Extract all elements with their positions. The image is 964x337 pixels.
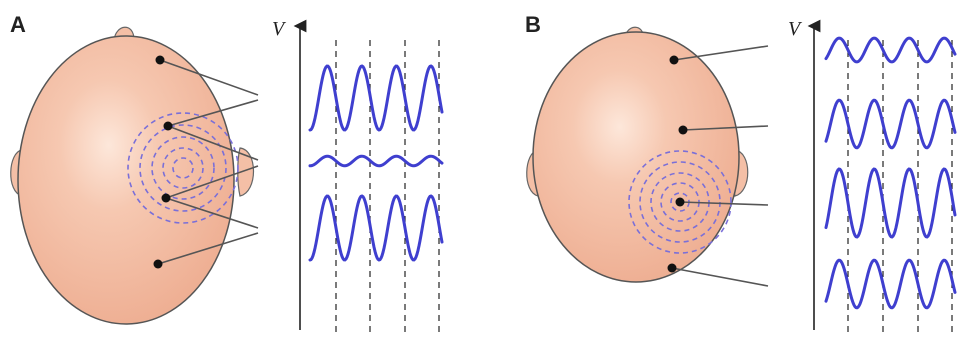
panel-b-traces <box>824 36 957 310</box>
electrode <box>155 55 165 65</box>
voltage-trace-1 <box>308 64 444 132</box>
voltage-trace-3 <box>308 194 444 262</box>
panel-a-letter: A <box>10 12 26 37</box>
dipole-source-rings <box>127 112 239 224</box>
voltage-trace-3 <box>824 167 957 239</box>
voltage-trace-2 <box>824 98 957 150</box>
electrode <box>669 55 679 65</box>
lead-wires <box>157 59 259 265</box>
head-icon <box>17 35 235 325</box>
voltage-trace-1 <box>824 36 957 64</box>
panel-b-letter: B <box>525 12 541 37</box>
voltage-trace-2 <box>308 154 444 168</box>
voltage-trace-4 <box>824 258 957 310</box>
panel-a-y-axis-label: V <box>272 18 285 40</box>
electrode <box>667 263 677 273</box>
panel-a <box>10 19 444 332</box>
electrode <box>161 193 171 203</box>
electrode <box>675 197 685 207</box>
panel-b <box>526 19 957 332</box>
electrode <box>678 125 688 135</box>
lead-wires <box>671 45 769 287</box>
electrode <box>153 259 163 269</box>
head-icon <box>532 31 740 283</box>
electrode <box>163 121 173 131</box>
panel-b-y-axis-label: V <box>788 18 801 40</box>
panel-a-traces <box>308 64 444 262</box>
